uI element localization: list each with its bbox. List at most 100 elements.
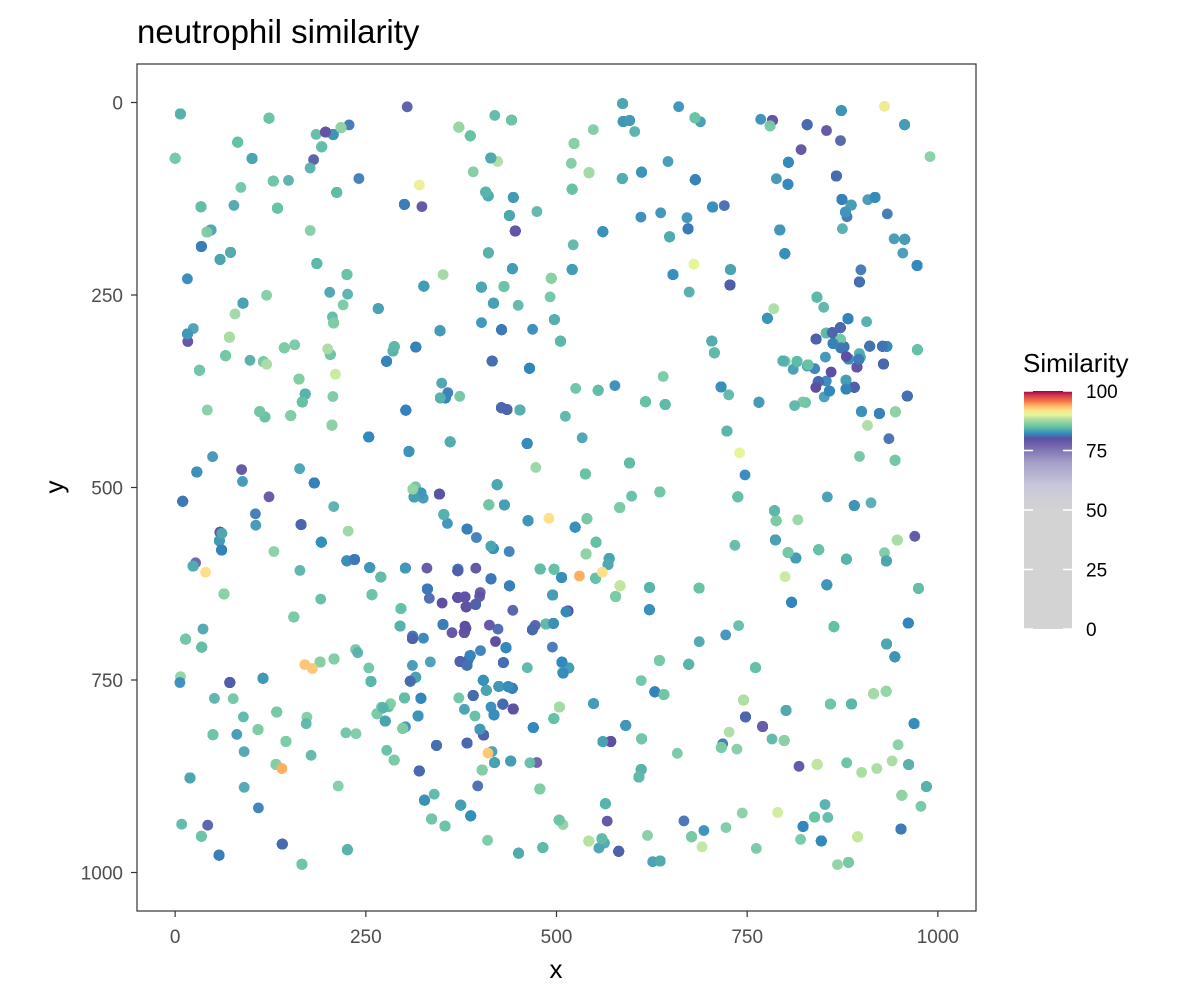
scatter-point [308,154,319,166]
scatter-point [766,733,778,745]
scatter-point [820,375,832,387]
scatter-point [471,532,482,543]
scatter-point [897,247,909,259]
chart-title: neutrophil similarity [137,13,420,50]
scatter-point [671,747,683,759]
scatter-point [915,800,927,812]
scatter-point [472,780,484,792]
scatter-point [683,286,695,298]
scatter-point [300,718,312,730]
scatter-point [720,822,732,833]
scatter-point [268,546,280,557]
scatter-point [821,491,833,503]
scatter-point [755,113,767,125]
scatter-point [342,525,354,537]
scatter-point [821,125,832,136]
scatter-point [327,391,339,402]
scatter-point [363,662,375,674]
scatter-point [350,728,362,740]
scatter-point [231,729,243,740]
scatter-point [693,636,705,648]
scatter-point [304,225,316,236]
scatter-point [227,693,239,705]
scatter-point [238,711,249,723]
scatter-point [531,206,543,217]
scatter-point [626,490,637,502]
scatter-point [476,317,487,328]
scatter-point [454,390,466,402]
scatter-point [662,156,674,167]
scatter-point [560,410,571,422]
scatter-point [779,571,791,583]
scatter-point [793,760,805,772]
scatter-point [182,273,193,285]
scatter-point [453,692,465,704]
scatter-point [337,299,349,311]
scatter-point [527,323,538,335]
scatter-point [768,303,780,315]
scatter-point [176,818,188,830]
scatter-point [424,656,436,668]
scatter-point [315,593,327,605]
scatter-point [207,451,219,463]
scatter-point [201,404,213,416]
scatter-point [635,211,647,223]
scatter-point [819,799,831,810]
scatter-point [446,627,458,639]
scatter-point [797,396,809,408]
scatter-point [237,476,248,487]
scatter-point [238,746,250,757]
scatter-point [229,308,241,320]
scatter-point [512,299,524,311]
scatter-point [437,269,449,280]
scatter-point [835,135,846,147]
scatter-point [629,126,641,137]
scatter-point [820,351,831,363]
scatter-point [861,316,872,328]
scatter-point [681,212,693,224]
scatter-point [521,662,533,674]
scatter-point [253,802,264,814]
scatter-point [294,565,306,576]
scatter-point [353,173,365,184]
scatter-point [635,675,647,686]
scatter-point [881,208,893,220]
scatter-point [328,501,340,512]
scatter-point [570,383,582,394]
scatter-point [731,743,743,755]
scatter-point [238,781,250,793]
scatter-point [352,647,364,659]
scatter-point [283,175,294,186]
scatter-point [739,469,751,481]
scatter-point [250,519,262,531]
scatter-point [470,562,482,574]
scatter-point [909,530,921,542]
scatter-point [182,336,194,347]
scatter-point [236,464,248,475]
scatter-point [733,620,744,631]
scatter-point [567,239,579,251]
scatter-point [892,739,904,751]
scatter-point [407,660,418,671]
scatter-point [228,200,240,211]
scatter-point [673,101,685,113]
scatter-point [772,807,784,818]
scatter-point [418,632,429,644]
scatter-point [332,780,344,792]
scatter-point [587,124,599,135]
scatter-point [855,264,867,276]
scatter-point [879,547,890,559]
scatter-point [489,110,501,121]
scatter-point [304,162,316,174]
scatter-point [530,462,542,473]
scatter-point [547,641,558,653]
scatter-point [428,788,440,800]
scatter-point [792,514,804,526]
scatter-point [576,432,588,444]
scatter-point [750,843,762,854]
scatter-point [467,166,479,178]
scatter-point [655,207,667,219]
scatter-point [854,451,865,462]
scatter-point [736,807,748,819]
scatter-point [723,726,735,738]
